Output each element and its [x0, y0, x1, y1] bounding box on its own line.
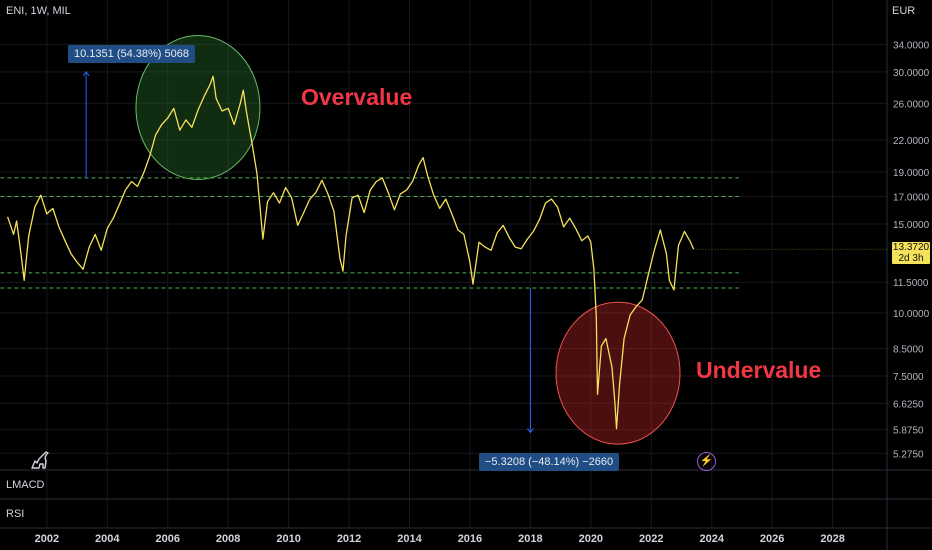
bar-countdown: 2d 3h — [898, 253, 924, 264]
last-price-value: 13.3720 — [892, 242, 930, 253]
undervalue-label: Undervalue — [696, 357, 822, 383]
undervalue-circle — [555, 301, 681, 445]
measure-arrowhead-up — [82, 71, 90, 77]
overvalue-label: Overvalue — [301, 84, 413, 110]
y-tick-label: 6.6250 — [893, 399, 924, 410]
x-tick-label: 2012 — [337, 533, 361, 545]
x-tick-label: 2014 — [397, 533, 422, 545]
x-tick-label: 2024 — [699, 533, 724, 545]
x-tick-label: 2008 — [216, 533, 240, 545]
lightning-icon[interactable]: ⚡ — [697, 452, 716, 471]
rsi-pane-label[interactable]: RSI — [6, 508, 25, 520]
y-tick-label: 22.0000 — [893, 136, 930, 147]
y-tick-label: 26.0000 — [893, 99, 930, 110]
x-tick-label: 2002 — [35, 533, 59, 545]
currency-label: EUR — [892, 5, 916, 17]
last-price-tag: 13.3720 2d 3h — [892, 242, 930, 264]
x-tick-label: 2016 — [458, 533, 482, 545]
y-tick-label: 30.0000 — [893, 68, 930, 79]
x-tick-label: 2004 — [95, 533, 120, 545]
y-tick-label: 5.2750 — [893, 449, 924, 460]
y-tick-label: 11.5000 — [893, 278, 929, 289]
y-tick-label: 10.0000 — [893, 309, 930, 320]
x-tick-label: 2026 — [760, 533, 784, 545]
lmacd-pane-label[interactable]: LMACD — [6, 479, 45, 491]
overvalue-circle — [135, 35, 261, 181]
measure-label-down: −5.3208 (−48.14%) −2660 — [479, 453, 620, 471]
x-tick-label: 2028 — [820, 533, 844, 545]
y-tick-label: 19.0000 — [893, 168, 930, 179]
y-tick-label: 15.0000 — [893, 220, 930, 231]
measure-arrowhead-down — [526, 428, 534, 434]
x-tick-label: 2020 — [579, 533, 603, 545]
y-tick-label: 8.5000 — [893, 345, 924, 356]
x-tick-label: 2010 — [276, 533, 300, 545]
y-tick-label: 34.0000 — [893, 40, 930, 51]
y-tick-label: 17.0000 — [893, 192, 930, 203]
x-tick-label: 2022 — [639, 533, 663, 545]
price-series-line — [6, 75, 695, 430]
y-tick-label: 7.5000 — [893, 372, 924, 383]
dinosaur-logo-icon[interactable] — [29, 448, 51, 470]
x-tick-label: 2006 — [155, 533, 179, 545]
measure-label-up: 10.1351 (54.38%) 5068 — [68, 45, 195, 63]
symbol-title[interactable]: ENI, 1W, MIL — [6, 5, 71, 17]
x-tick-label: 2018 — [518, 533, 542, 545]
y-tick-label: 5.8750 — [893, 426, 924, 437]
